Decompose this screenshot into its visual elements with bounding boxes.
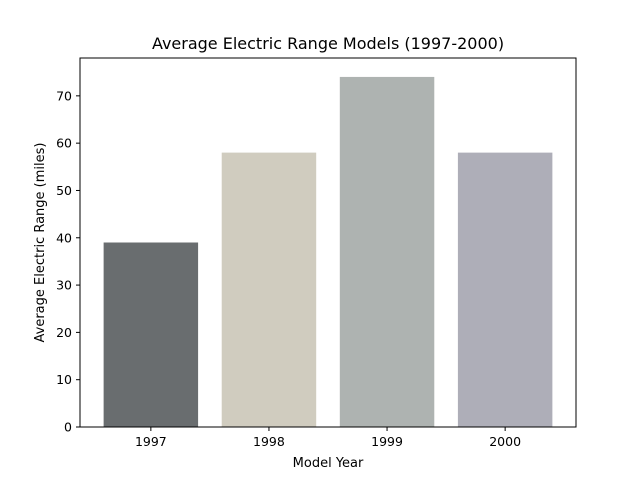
y-tick-label: 70 <box>56 88 72 103</box>
x-tick-label: 1997 <box>135 434 167 449</box>
y-axis-ticks: 0 10 20 30 40 50 60 70 <box>56 88 80 435</box>
x-tick-label: 2000 <box>489 434 521 449</box>
bar-2000 <box>457 152 553 427</box>
bar-1999 <box>339 76 435 427</box>
bar-1998 <box>221 152 317 427</box>
y-tick-label: 0 <box>64 420 72 435</box>
y-tick-label: 40 <box>56 230 72 245</box>
y-tick-label: 30 <box>56 278 72 293</box>
y-tick-label: 20 <box>56 325 72 340</box>
y-tick-label: 50 <box>56 183 72 198</box>
chart-title: Average Electric Range Models (1997-2000… <box>152 34 504 53</box>
bars-group <box>103 76 553 427</box>
y-tick-label: 60 <box>56 136 72 151</box>
y-axis-label: Average Electric Range (miles) <box>33 143 48 343</box>
x-axis-label: Model Year <box>293 456 364 471</box>
x-tick-label: 1999 <box>371 434 403 449</box>
y-tick-label: 10 <box>56 372 72 387</box>
bar-1997 <box>103 242 199 427</box>
x-tick-label: 1998 <box>253 434 285 449</box>
x-axis-ticks: 1997 1998 1999 2000 <box>135 427 521 449</box>
plot-frame <box>79 57 577 428</box>
